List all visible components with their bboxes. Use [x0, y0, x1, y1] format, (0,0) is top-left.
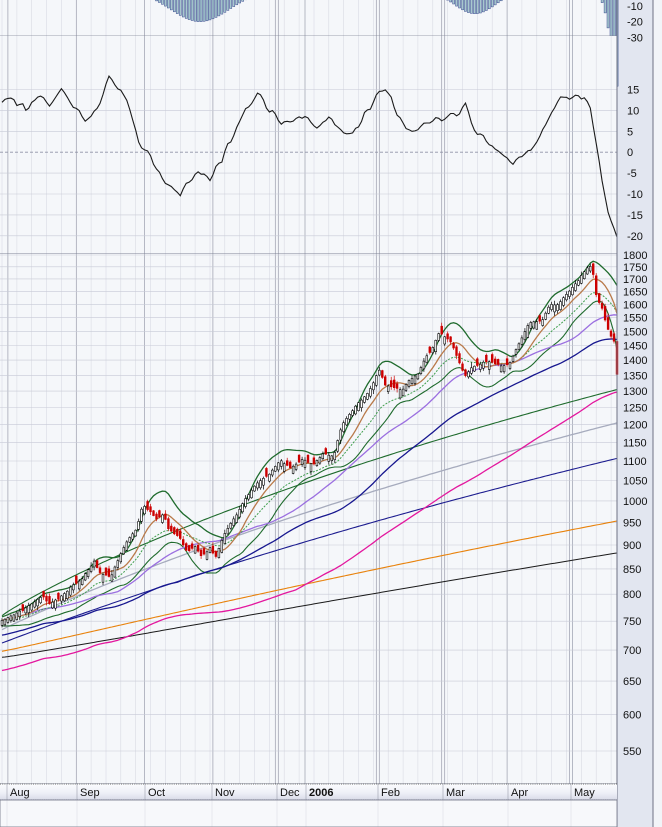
svg-text:1050: 1050 — [623, 476, 647, 488]
svg-text:1250: 1250 — [623, 403, 647, 415]
svg-text:700: 700 — [623, 645, 641, 657]
svg-text:1350: 1350 — [623, 370, 647, 382]
svg-text:800: 800 — [623, 589, 641, 601]
svg-text:550: 550 — [623, 746, 641, 758]
svg-text:650: 650 — [623, 676, 641, 688]
svg-text:-20: -20 — [627, 17, 643, 29]
svg-text:850: 850 — [623, 564, 641, 576]
svg-text:Mar: Mar — [446, 787, 465, 799]
svg-text:600: 600 — [623, 710, 641, 722]
svg-text:-30: -30 — [627, 32, 643, 44]
svg-text:1200: 1200 — [623, 420, 647, 432]
svg-text:1500: 1500 — [623, 326, 647, 338]
svg-text:Apr: Apr — [511, 787, 528, 799]
svg-text:2006: 2006 — [309, 787, 333, 799]
svg-text:-10: -10 — [627, 189, 643, 201]
svg-text:900: 900 — [623, 540, 641, 552]
svg-text:Aug: Aug — [10, 787, 30, 799]
svg-text:950: 950 — [623, 517, 641, 529]
svg-text:1700: 1700 — [623, 274, 647, 286]
svg-text:1600: 1600 — [623, 299, 647, 311]
svg-text:Sep: Sep — [80, 787, 100, 799]
svg-text:May: May — [574, 787, 595, 799]
svg-text:1450: 1450 — [623, 341, 647, 353]
svg-text:0: 0 — [627, 147, 633, 159]
svg-text:10: 10 — [627, 105, 639, 117]
svg-text:Dec: Dec — [280, 787, 300, 799]
svg-text:1300: 1300 — [623, 386, 647, 398]
svg-text:1550: 1550 — [623, 313, 647, 325]
svg-text:1800: 1800 — [623, 250, 647, 262]
svg-text:1750: 1750 — [623, 262, 647, 274]
svg-text:750: 750 — [623, 616, 641, 628]
svg-text:-5: -5 — [627, 168, 637, 180]
svg-text:-20: -20 — [627, 231, 643, 243]
svg-text:1100: 1100 — [623, 456, 647, 468]
svg-text:1650: 1650 — [623, 286, 647, 298]
svg-text:-15: -15 — [627, 210, 643, 222]
svg-text:-10: -10 — [627, 1, 643, 13]
svg-text:Oct: Oct — [148, 787, 165, 799]
svg-text:1000: 1000 — [623, 496, 647, 508]
svg-text:5: 5 — [627, 126, 633, 138]
svg-text:Feb: Feb — [381, 787, 400, 799]
svg-text:1150: 1150 — [623, 437, 647, 449]
svg-text:1400: 1400 — [623, 355, 647, 367]
svg-text:15: 15 — [627, 85, 639, 97]
svg-text:Nov: Nov — [215, 787, 235, 799]
